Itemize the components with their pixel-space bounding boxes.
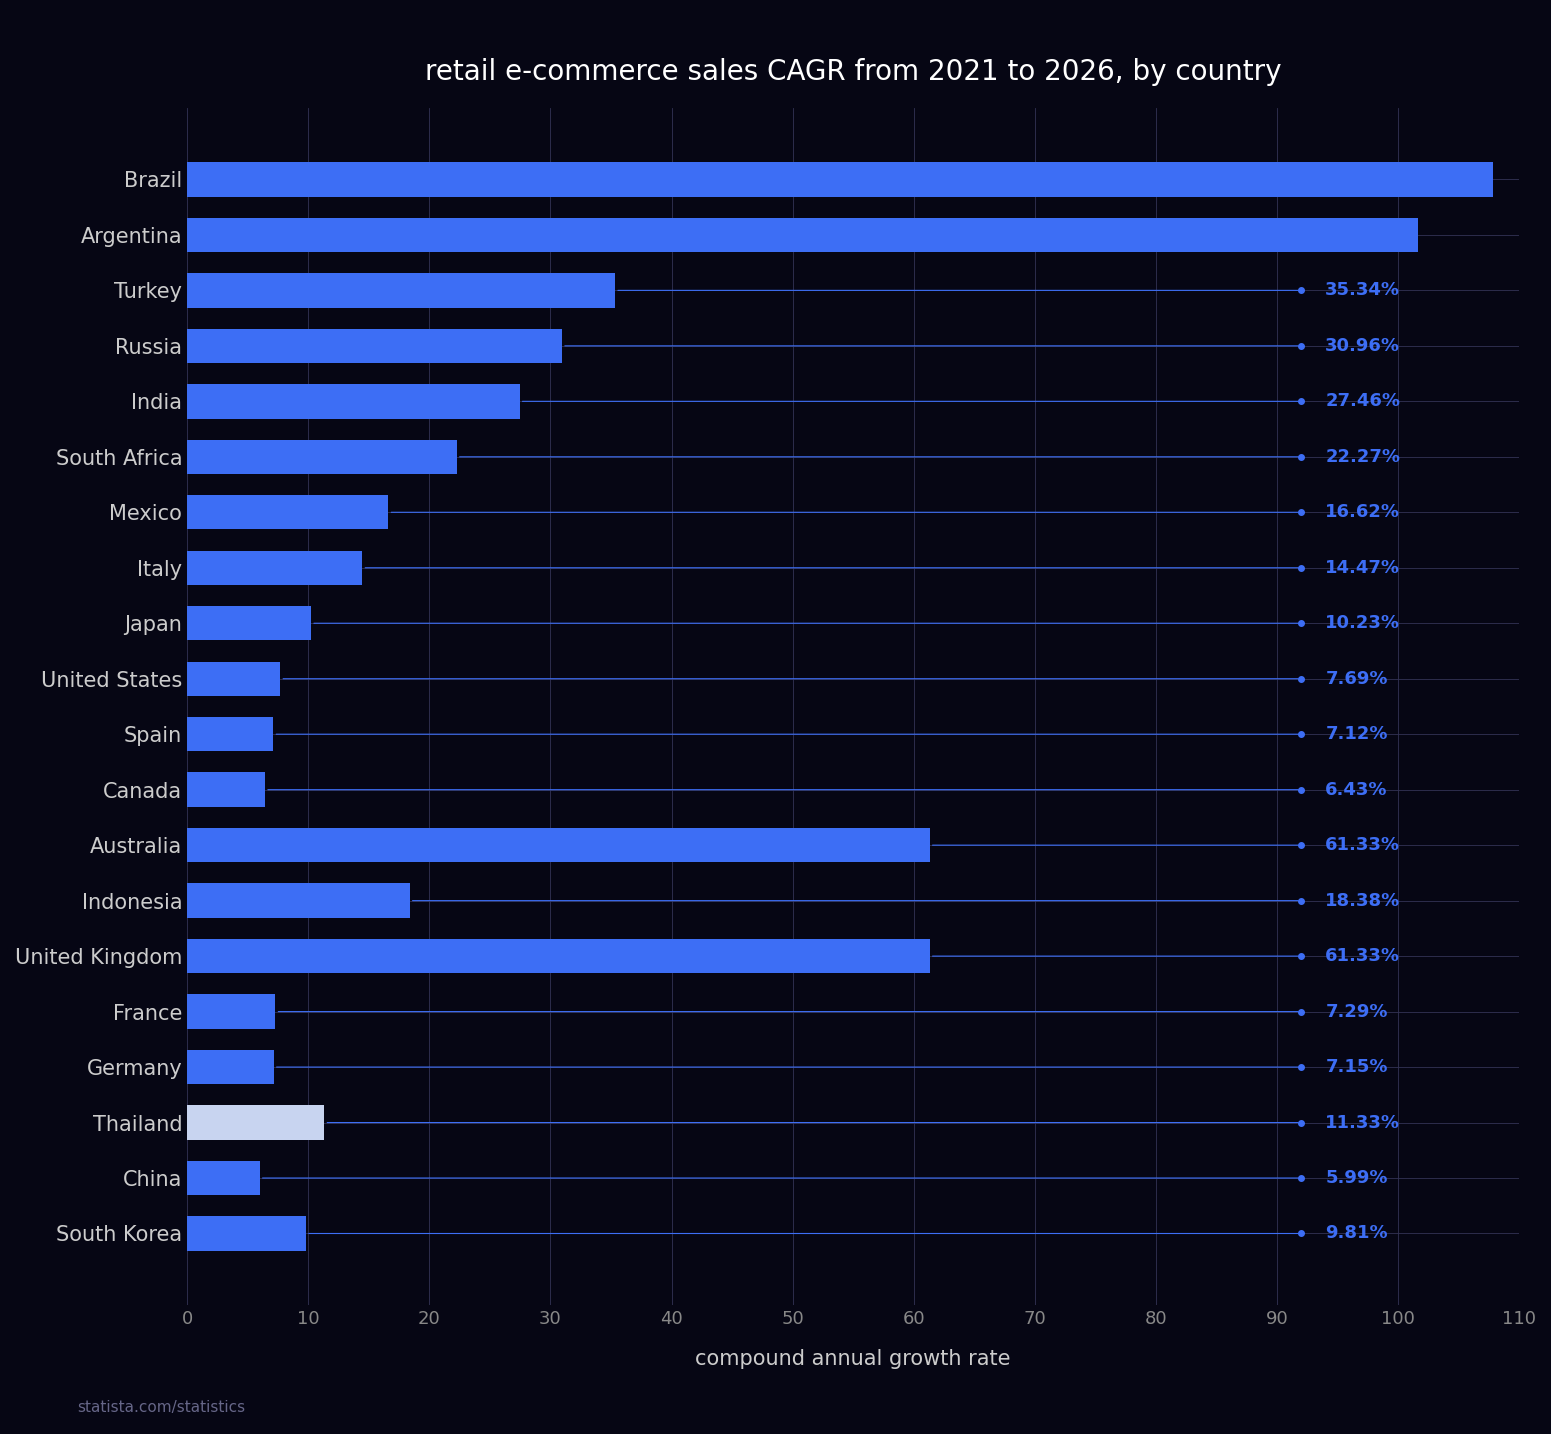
Text: 16.62%: 16.62% xyxy=(1325,503,1401,522)
Text: 5.99%: 5.99% xyxy=(1325,1169,1388,1187)
Text: 14.47%: 14.47% xyxy=(1325,559,1401,576)
Bar xyxy=(188,661,281,695)
Bar xyxy=(188,162,1494,196)
Text: 107.84%: 107.84% xyxy=(1325,171,1413,188)
Text: 35.34%: 35.34% xyxy=(1325,281,1401,300)
Bar xyxy=(188,883,409,918)
Bar xyxy=(188,607,312,641)
Bar xyxy=(188,384,520,419)
Bar xyxy=(188,218,1418,252)
Bar xyxy=(188,717,273,751)
Text: statista.com/statistics: statista.com/statistics xyxy=(78,1401,245,1415)
Bar xyxy=(188,1050,275,1084)
Text: 61.33%: 61.33% xyxy=(1325,836,1401,855)
Text: 7.15%: 7.15% xyxy=(1325,1058,1388,1076)
Bar xyxy=(188,495,388,529)
Bar xyxy=(188,1216,306,1250)
Bar xyxy=(188,440,458,475)
Text: 30.96%: 30.96% xyxy=(1325,337,1401,354)
Bar xyxy=(188,1106,324,1140)
Text: 7.12%: 7.12% xyxy=(1325,726,1388,743)
Bar xyxy=(188,939,929,974)
X-axis label: compound annual growth rate: compound annual growth rate xyxy=(695,1349,1011,1369)
Bar xyxy=(188,773,265,807)
Text: 7.29%: 7.29% xyxy=(1325,1002,1388,1021)
Text: 101.68%: 101.68% xyxy=(1325,227,1413,244)
Text: 9.81%: 9.81% xyxy=(1325,1225,1388,1242)
Bar xyxy=(188,551,363,585)
Text: 61.33%: 61.33% xyxy=(1325,946,1401,965)
Bar xyxy=(188,328,561,363)
Text: 22.27%: 22.27% xyxy=(1325,447,1401,466)
Bar xyxy=(188,1160,259,1195)
Text: 6.43%: 6.43% xyxy=(1325,780,1388,799)
Text: 27.46%: 27.46% xyxy=(1325,393,1401,410)
Text: 7.69%: 7.69% xyxy=(1325,670,1388,688)
Text: 10.23%: 10.23% xyxy=(1325,614,1401,632)
Bar xyxy=(188,272,616,307)
Text: 18.38%: 18.38% xyxy=(1325,892,1401,909)
Bar xyxy=(188,994,276,1028)
Title: retail e-commerce sales CAGR from 2021 to 2026, by country: retail e-commerce sales CAGR from 2021 t… xyxy=(425,57,1281,86)
Text: 11.33%: 11.33% xyxy=(1325,1114,1401,1131)
Bar xyxy=(188,827,929,862)
